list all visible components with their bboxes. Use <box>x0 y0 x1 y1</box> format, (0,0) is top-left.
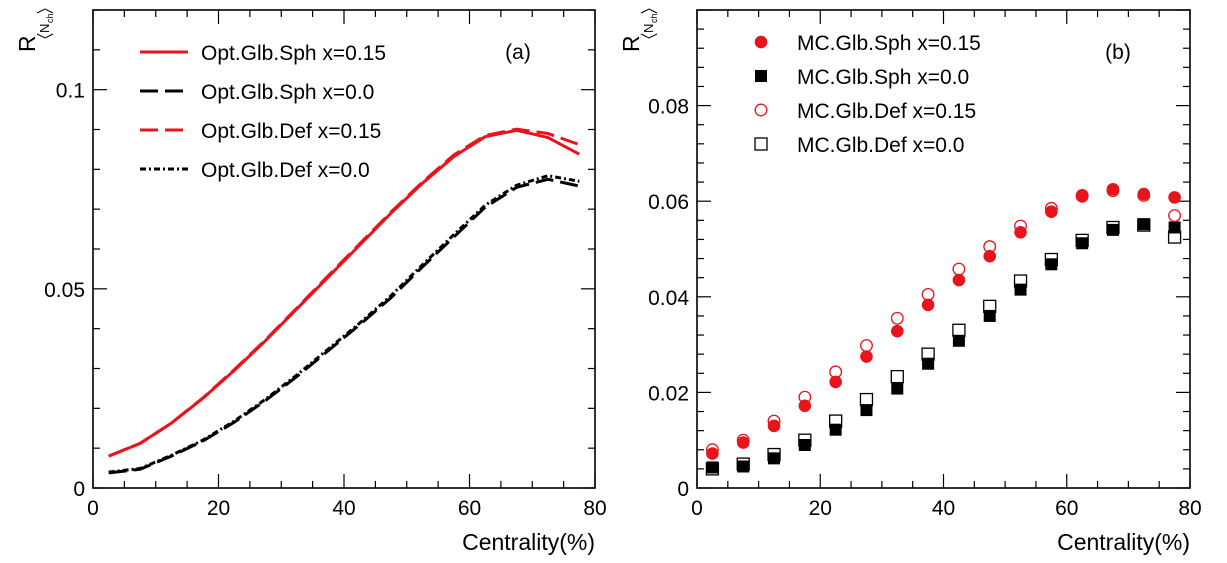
data-point-s1 <box>1076 191 1088 203</box>
data-point-s2 <box>1138 218 1150 230</box>
y-tick-label: 0 <box>73 478 85 501</box>
data-point-s3 <box>891 313 903 325</box>
legend-swatch <box>755 36 767 48</box>
data-point-s3 <box>1169 210 1181 222</box>
x-tick-label: 20 <box>809 497 832 520</box>
data-layer <box>706 183 1180 474</box>
data-point-s3 <box>953 263 965 275</box>
y-axis-title-sub: N <box>37 24 52 33</box>
x-tick-label: 0 <box>87 497 99 520</box>
legend-swatch <box>755 138 767 150</box>
y-axis-title-subsub: ch <box>45 13 55 23</box>
y-axis-bracket-right <box>37 9 53 13</box>
y-tick-label: 0 <box>677 478 689 501</box>
panel-tag: (b) <box>1105 41 1131 64</box>
panel-tag: (a) <box>505 41 531 64</box>
y-tick-label: 0.04 <box>648 287 689 310</box>
data-point-s4 <box>891 371 903 383</box>
y-axis-title-subsub: ch <box>649 13 659 23</box>
data-point-s2 <box>1045 258 1057 270</box>
data-point-s2 <box>768 452 780 464</box>
y-tick-label: 0.1 <box>56 80 85 103</box>
x-tick-label: 40 <box>332 497 355 520</box>
legend-label: MC.Glb.Sph x=0.15 <box>797 32 981 55</box>
x-tick-label: 20 <box>207 497 230 520</box>
y-axis-title-sub: N <box>641 24 656 33</box>
legend-swatch <box>755 104 767 116</box>
x-tick-label: 0 <box>691 497 703 520</box>
legend: Opt.Glb.Sph x=0.15 Opt.Glb.Sph x=0.0 Opt.G… <box>140 42 386 182</box>
data-point-s3 <box>922 289 934 301</box>
series-line-4 <box>109 176 580 472</box>
x-tick-label: 40 <box>932 497 955 520</box>
y-axis-bracket-right <box>641 9 657 13</box>
data-point-s2 <box>891 383 903 395</box>
x-tick-label: 80 <box>583 497 606 520</box>
x-axis-title: Centrality(%) <box>462 529 595 555</box>
y-axis-title-main: R <box>618 35 644 52</box>
chart-panel-b: 0 20 40 60 80 0 0.02 0.04 0.06 0.08 Centrality(%) R… <box>618 9 1202 555</box>
x-axis-title: Centrality(%) <box>1057 529 1190 555</box>
legend-label: MC.Glb.Def x=0.15 <box>797 100 976 123</box>
legend: MC.Glb.Sph x=0.15 MC.Glb.Sph x=0.0 MC.Glb.… <box>755 32 981 157</box>
series-line-2 <box>109 179 580 473</box>
legend-label: Opt.Glb.Def x=0.15 <box>201 120 381 143</box>
data-point-s1 <box>891 325 903 337</box>
y-tick-label: 0.05 <box>44 279 85 302</box>
legend-label: MC.Glb.Sph x=0.0 <box>797 66 969 89</box>
y-tick-label: 0.08 <box>648 96 689 119</box>
data-point-s2 <box>1015 284 1027 296</box>
x-tick-label: 60 <box>458 497 481 520</box>
legend-label: MC.Glb.Def x=0.0 <box>797 134 964 157</box>
data-point-s1 <box>922 299 934 311</box>
x-tick-label: 80 <box>1178 497 1201 520</box>
legend-label: Opt.Glb.Sph x=0.0 <box>201 81 374 104</box>
data-point-s1 <box>1169 192 1181 204</box>
data-point-s3 <box>861 340 873 352</box>
data-point-s2 <box>1076 237 1088 249</box>
data-point-s1 <box>861 351 873 363</box>
legend-label: Opt.Glb.Def x=0.0 <box>201 159 370 182</box>
y-tick-label: 0.02 <box>648 382 689 405</box>
data-point-s1 <box>737 437 749 449</box>
data-point-s4 <box>953 324 965 336</box>
x-tick-label: 60 <box>1055 497 1078 520</box>
data-point-s2 <box>830 424 842 436</box>
data-point-s2 <box>799 439 811 451</box>
legend-label: Opt.Glb.Sph x=0.15 <box>201 42 386 65</box>
data-point-s4 <box>860 394 872 406</box>
data-point-s1 <box>953 274 965 286</box>
y-tick-label: 0.06 <box>648 191 689 214</box>
y-axis-title-main: R <box>14 35 40 52</box>
legend-swatch <box>755 70 767 82</box>
